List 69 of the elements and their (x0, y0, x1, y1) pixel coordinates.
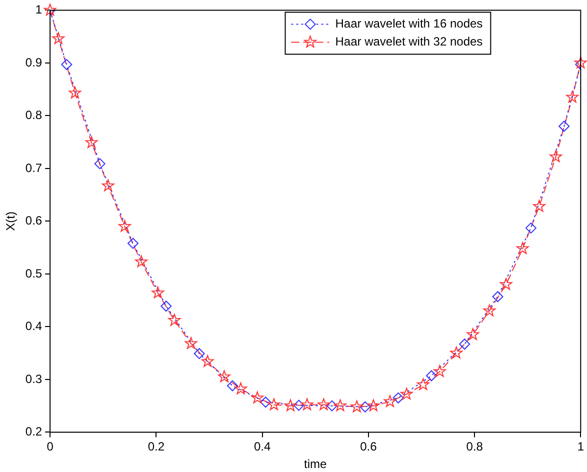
x-tick-label: 0.6 (360, 440, 378, 454)
point (384, 395, 396, 407)
point (426, 370, 437, 382)
point (400, 388, 413, 400)
point (268, 398, 280, 410)
point (251, 391, 264, 404)
point (483, 304, 496, 316)
point (550, 150, 562, 162)
y-tick-label: 0.3 (25, 372, 42, 386)
y-tick-label: 0.6 (25, 214, 42, 228)
point (326, 400, 338, 412)
point (566, 90, 579, 103)
point (525, 222, 536, 234)
point (350, 400, 364, 412)
point (184, 337, 198, 349)
point (218, 370, 230, 382)
point (94, 158, 106, 170)
point (434, 365, 446, 377)
y-axis-title: X(t) (4, 212, 18, 231)
point (500, 278, 512, 290)
point (260, 396, 272, 408)
point (85, 136, 98, 148)
point (459, 338, 470, 350)
point (293, 400, 304, 411)
point (52, 32, 65, 44)
point (300, 398, 314, 410)
point (160, 300, 172, 312)
point (168, 314, 181, 326)
point (194, 348, 205, 360)
point (574, 56, 587, 68)
y-tick-label: 0.4 (25, 319, 42, 334)
x-tick-label: 0.2 (148, 440, 165, 454)
point (226, 380, 238, 392)
point (135, 255, 148, 268)
y-tick-label: 0.2 (25, 424, 42, 439)
point (61, 59, 72, 70)
y-tick-label: 0.9 (25, 55, 42, 70)
point (450, 346, 463, 358)
point (201, 355, 214, 367)
point (68, 86, 82, 98)
point (44, 4, 56, 16)
point (127, 238, 138, 249)
point (360, 401, 371, 412)
y-tick-label: 0.5 (25, 266, 42, 280)
point (416, 378, 430, 390)
point (284, 399, 297, 412)
point (118, 220, 131, 232)
x-tick-label: 0.4 (254, 440, 271, 454)
y-tick-label: 0.8 (25, 108, 42, 122)
legend-label: Haar wavelet with 32 nodes (335, 34, 483, 49)
x-axis-title: time (304, 457, 328, 472)
point (492, 291, 504, 302)
y-tick-label: 1 (35, 2, 42, 17)
point (392, 392, 404, 404)
point (234, 382, 247, 394)
point (533, 200, 546, 212)
point (558, 120, 570, 132)
y-tick-label: 0.7 (25, 160, 42, 175)
point (334, 399, 346, 412)
point (516, 242, 529, 254)
point (367, 399, 380, 412)
legend-label: Haar wavelet with 16 nodes (335, 16, 483, 31)
point (152, 286, 164, 298)
point (317, 398, 330, 410)
x-tick-label: 0.8 (466, 440, 484, 454)
x-tick-label: 1 (577, 440, 584, 454)
point (466, 328, 480, 340)
x-tick-label: 0 (46, 440, 54, 454)
point (102, 179, 114, 192)
